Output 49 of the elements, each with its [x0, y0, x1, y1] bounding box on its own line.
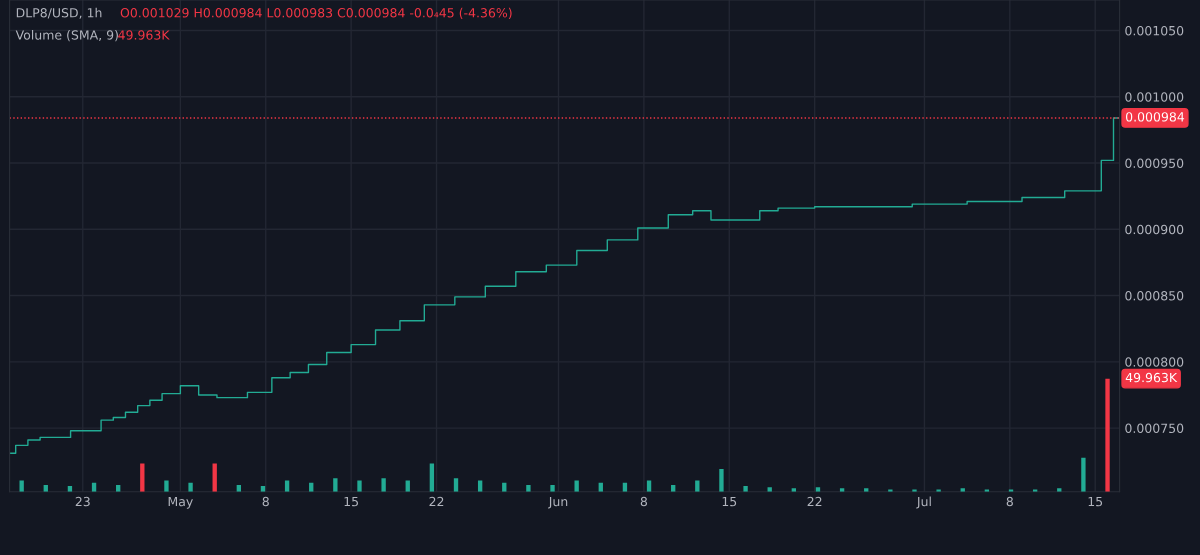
bar — [429, 463, 435, 492]
bar — [550, 484, 555, 492]
text: 49.963K — [118, 30, 170, 40]
bar — [164, 480, 169, 492]
bar — [888, 489, 893, 492]
bar — [526, 484, 531, 492]
bar — [1081, 457, 1086, 492]
bar — [574, 480, 579, 492]
ref-line-label: 0.000984 — [1125, 112, 1185, 122]
x-tick-label: 8 — [1006, 496, 1013, 507]
bar — [695, 480, 700, 492]
bar — [284, 480, 290, 492]
y-tick-label: 0.000750 — [1125, 423, 1184, 434]
bar — [646, 480, 652, 492]
text: O0.001029 H0.000984 L0.000983 C0.000984 -0.0₄45 (-4.36%) — [120, 7, 512, 19]
x-tick-label: 8 — [262, 496, 269, 507]
x-tick-label: May — [168, 496, 193, 509]
y-tick-label: 0.000800 — [1125, 357, 1184, 367]
bar — [1105, 378, 1110, 492]
bar — [140, 463, 145, 492]
bar — [405, 480, 410, 492]
bar — [357, 480, 362, 492]
y-tick-label: 0.001050 — [1125, 25, 1184, 36]
x-tick-label: 15 — [344, 496, 358, 507]
bar — [936, 489, 941, 492]
x-tick-label: 22 — [429, 496, 444, 507]
y-tick-label: 0.000900 — [1125, 224, 1184, 235]
bar — [333, 478, 338, 492]
bar — [19, 480, 24, 492]
x-tick-label: 15 — [722, 496, 737, 507]
bar — [743, 486, 748, 492]
bar — [477, 480, 483, 492]
bar — [381, 478, 386, 492]
chart-title: Volume (SMA, 9) — [15, 30, 118, 42]
x-tick-label: Jun — [548, 496, 568, 509]
x-tick-label: 8 — [640, 496, 648, 507]
x-tick-label: 15 — [1088, 496, 1103, 507]
y-tick-label: 0.000950 — [1125, 158, 1184, 168]
x-tick-label: 23 — [75, 496, 90, 507]
y-tick-label: 0.001000 — [1125, 92, 1184, 102]
text: 49.963K — [1125, 372, 1178, 383]
bar — [719, 469, 724, 492]
y-tick-label: 0.000850 — [1125, 291, 1184, 301]
text: DLP8/USD, 1h — [16, 7, 102, 19]
bar — [188, 482, 193, 492]
bar — [912, 489, 917, 492]
bar — [212, 463, 217, 492]
x-tick-label: 22 — [807, 496, 822, 507]
x-tick-label: Jul — [916, 496, 931, 509]
